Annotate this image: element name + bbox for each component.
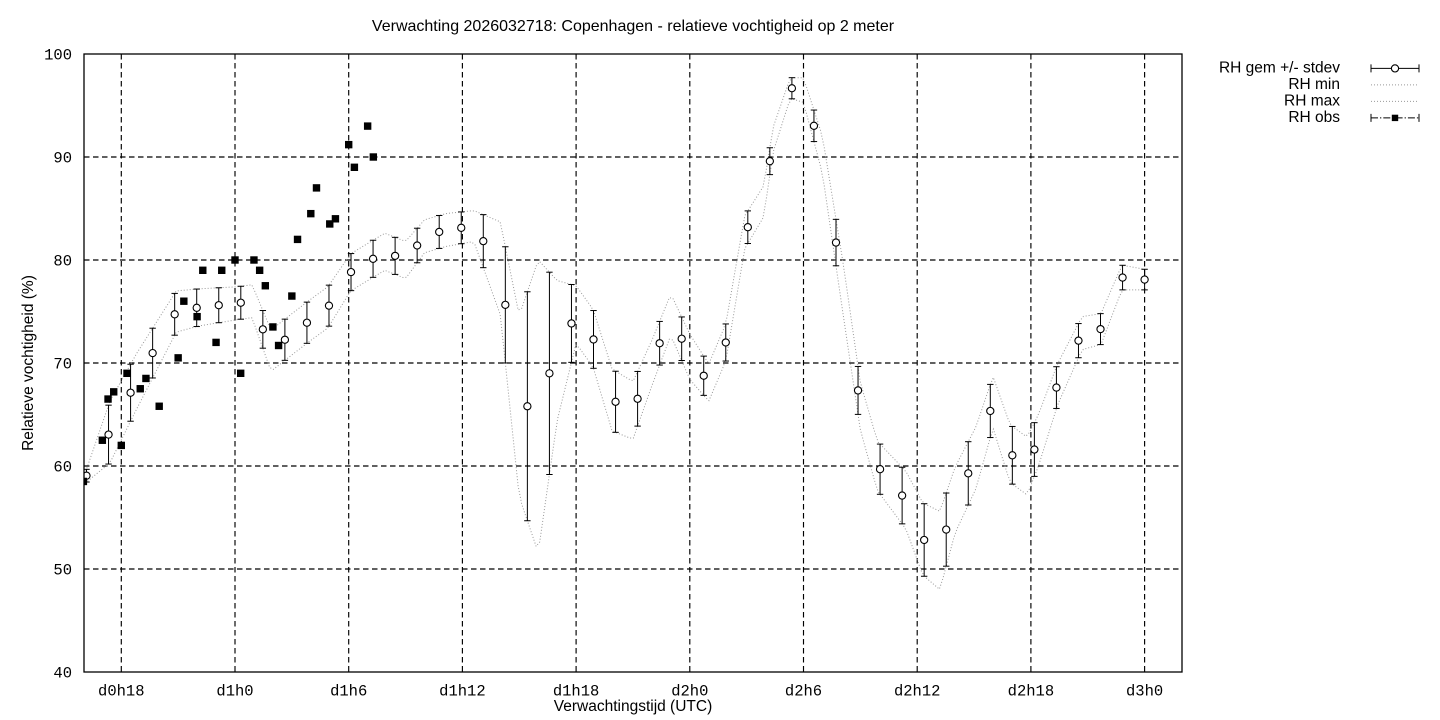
svg-text:RH max: RH max [1284, 92, 1340, 109]
svg-text:100: 100 [44, 47, 72, 65]
svg-text:d1h6: d1h6 [330, 683, 367, 701]
svg-text:70: 70 [53, 356, 72, 374]
svg-text:d2h6: d2h6 [785, 683, 822, 701]
svg-text:40: 40 [53, 665, 72, 683]
svg-text:60: 60 [53, 459, 72, 477]
svg-text:d1h12: d1h12 [439, 683, 486, 701]
svg-text:d1h0: d1h0 [216, 683, 253, 701]
svg-text:80: 80 [53, 253, 72, 271]
svg-text:RH gem +/- stdev: RH gem +/- stdev [1219, 59, 1340, 76]
svg-text:d3h0: d3h0 [1126, 683, 1163, 701]
svg-text:d0h18: d0h18 [98, 683, 145, 701]
svg-text:d2h0: d2h0 [671, 683, 708, 701]
svg-text:50: 50 [53, 562, 72, 580]
svg-text:RH min: RH min [1288, 76, 1340, 93]
svg-text:d2h18: d2h18 [1008, 683, 1055, 701]
svg-text:d1h18: d1h18 [553, 683, 600, 701]
svg-text:d2h12: d2h12 [894, 683, 941, 701]
svg-text:RH obs: RH obs [1288, 109, 1340, 126]
svg-text:90: 90 [53, 150, 72, 168]
